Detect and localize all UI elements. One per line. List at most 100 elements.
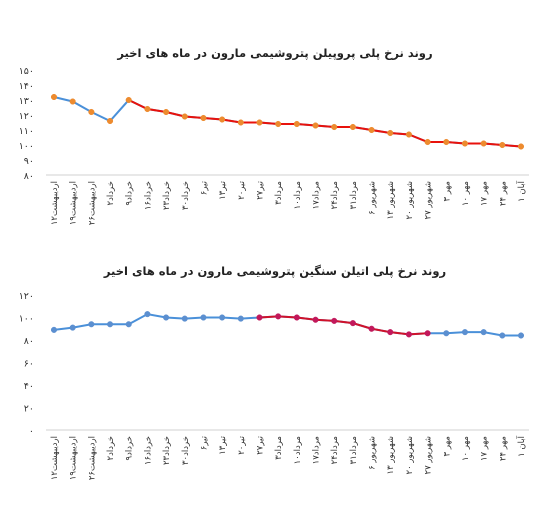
- x-tick-label: ۲۴ مهر: [498, 436, 508, 461]
- x-tick-label: ۱۲اردیبهشت: [50, 181, 60, 225]
- data-point: [331, 317, 338, 324]
- x-tick-label: ۱۰ مهر: [461, 436, 471, 461]
- x-tick-label: ۲۴ مهر: [498, 181, 508, 206]
- data-point: [181, 315, 188, 322]
- x-tick-label: ۱۳تیر: [218, 435, 228, 454]
- data-point: [69, 98, 76, 105]
- data-point: [387, 329, 394, 336]
- data-point: [106, 321, 114, 328]
- data-point: [443, 330, 450, 337]
- data-point: [163, 108, 170, 116]
- x-tick-label: ۳۱مرداد: [349, 436, 359, 464]
- data-point: [293, 120, 300, 128]
- x-tick-label: ۱۹اردیبهشت: [69, 181, 79, 225]
- x-tick-label: ۳ مهر: [442, 181, 452, 201]
- series-line: [53, 96, 522, 148]
- data-point: [237, 119, 244, 126]
- x-tick-label: ۲۰تیر: [237, 180, 247, 199]
- x-tick-label: ۳ مهر: [442, 436, 452, 456]
- data-point: [200, 114, 207, 122]
- y-tick-label: ۰: [29, 426, 34, 437]
- x-tick-label: ۲۶اردیبهشت: [87, 436, 97, 480]
- y-tick-label: ۱۰۰: [19, 314, 34, 325]
- data-point: [125, 321, 132, 328]
- data-point: [405, 131, 412, 138]
- y-tick-label: ۲۰: [24, 404, 34, 415]
- x-tick-label: ۱۷مرداد: [312, 181, 322, 209]
- y-tick-label: ۸۰: [24, 336, 34, 347]
- data-point: [293, 314, 300, 321]
- x-tick-label: ۱ آبان: [515, 435, 527, 456]
- x-tick-label: ۶تیر: [199, 435, 209, 450]
- x-tick-label: ۲۳خرداد: [162, 436, 172, 465]
- x-tick-label: ۳مرداد: [274, 436, 284, 460]
- data-point: [331, 123, 338, 131]
- x-tick-label: ۲خرداد: [106, 436, 116, 460]
- y-tick-label: ۹۰: [24, 156, 34, 167]
- data-point: [517, 332, 525, 339]
- data-point: [499, 141, 506, 149]
- x-tick-label: ۹خرداد: [125, 181, 135, 205]
- x-tick-label: ۱۷ مهر: [480, 181, 490, 206]
- data-point: [88, 108, 95, 116]
- series-line-highlight: [128, 99, 522, 148]
- chart-title: روند نرخ پلی اتیلن سنگین پتروشیمی مارون …: [103, 264, 446, 279]
- x-tick-label: ۱۶خرداد: [143, 436, 153, 465]
- x-tick-label: ۲خرداد: [106, 181, 116, 205]
- y-tick-label: ۱۵۰: [19, 66, 34, 77]
- x-tick-label: ۲۰ شهریور: [405, 181, 415, 219]
- x-tick-label: ۱۳ شهریور: [386, 436, 396, 474]
- chart-title: روند نرخ پلی پروپیلن پتروشیمی مارون در م…: [116, 46, 432, 61]
- data-point: [480, 329, 487, 336]
- data-point: [424, 330, 431, 337]
- data-point: [312, 122, 319, 129]
- data-point: [517, 143, 525, 150]
- data-point: [181, 113, 188, 120]
- data-point: [312, 316, 319, 323]
- data-point: [106, 117, 114, 125]
- data-point: [424, 138, 431, 146]
- x-tick-label: ۲۷تیر: [255, 435, 265, 454]
- data-point: [368, 126, 375, 134]
- data-point: [461, 140, 469, 147]
- x-tick-label: ۱۳تیر: [218, 180, 228, 199]
- x-tick-label: ۲۶اردیبهشت: [87, 181, 97, 225]
- data-point: [368, 325, 375, 332]
- x-tick-label: ۱۰ مهر: [461, 181, 471, 206]
- y-tick-label: ۸۰: [24, 171, 34, 182]
- x-tick-label: ۳۱مرداد: [349, 181, 359, 209]
- y-tick-label: ۱۰۰: [19, 141, 34, 152]
- x-tick-label: ۲۴مرداد: [330, 436, 340, 464]
- x-tick-label: ۱۹اردیبهشت: [69, 436, 79, 480]
- data-point: [275, 313, 282, 320]
- x-tick-label: ۱ آبان: [515, 180, 527, 201]
- data-point: [219, 116, 226, 123]
- data-point: [144, 105, 151, 113]
- data-point: [125, 96, 132, 104]
- x-tick-label: ۶ شهریور: [368, 436, 378, 470]
- y-tick-label: ۱۳۰: [19, 96, 34, 107]
- data-point: [69, 324, 76, 331]
- data-point: [50, 93, 58, 101]
- data-point: [349, 123, 356, 131]
- data-point: [88, 321, 95, 328]
- x-tick-label: ۱۶خرداد: [143, 181, 153, 210]
- hdpe-chart: روند نرخ پلی اتیلن سنگین پتروشیمی مارون …: [19, 264, 529, 480]
- data-point: [461, 329, 469, 336]
- x-tick-label: ۲۳خرداد: [162, 181, 172, 210]
- data-point: [50, 326, 58, 333]
- data-point: [443, 138, 450, 146]
- data-point: [349, 320, 356, 327]
- data-point: [480, 140, 487, 147]
- y-tick-label: ۱۱۰: [19, 126, 34, 137]
- x-tick-label: ۲۰تیر: [237, 435, 247, 454]
- data-point: [387, 129, 394, 137]
- data-point: [163, 314, 170, 321]
- data-point: [256, 119, 263, 126]
- x-tick-label: ۲۷ شهریور: [424, 436, 434, 474]
- y-tick-label: ۶۰: [24, 359, 34, 370]
- y-tick-label: ۱۲۰: [19, 291, 34, 302]
- x-tick-label: ۳مرداد: [274, 181, 284, 205]
- polypropylene-chart: روند نرخ پلی پروپیلن پتروشیمی مارون در م…: [19, 46, 529, 225]
